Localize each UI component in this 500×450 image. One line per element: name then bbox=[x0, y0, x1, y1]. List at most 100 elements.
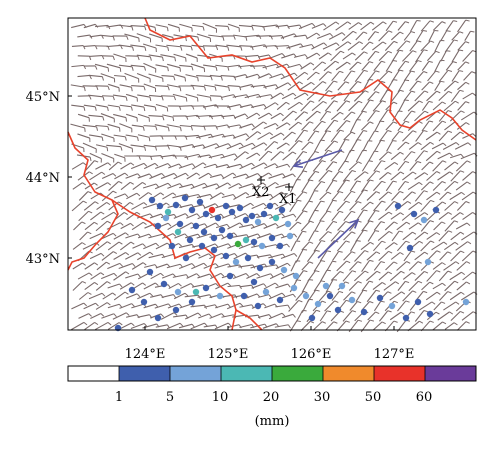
wind-barb-228 bbox=[434, 80, 445, 91]
wind-barb-685 bbox=[373, 221, 385, 231]
rain-station-11 bbox=[228, 208, 236, 216]
wind-barb-512 bbox=[282, 173, 296, 179]
wind-barb-290 bbox=[385, 101, 398, 111]
wind-barb-817 bbox=[373, 261, 385, 271]
wind-barb-400 bbox=[118, 143, 133, 153]
rain-station-76 bbox=[414, 298, 422, 306]
wind-barb-31 bbox=[445, 20, 458, 32]
wind-barb-975 bbox=[296, 309, 307, 322]
wind-barb-128 bbox=[426, 50, 440, 62]
rain-station-80 bbox=[420, 216, 428, 224]
wind-barb-762 bbox=[113, 251, 130, 261]
wind-barb-466 bbox=[120, 162, 135, 170]
wind-barb-881 bbox=[348, 281, 362, 291]
wind-barb-853 bbox=[414, 270, 429, 281]
colorbar-segment-5 bbox=[323, 366, 374, 381]
wind-barb-745 bbox=[301, 241, 314, 251]
wind-barb-571 bbox=[196, 193, 213, 199]
wind-barb-550 bbox=[336, 179, 350, 193]
wind-barb-319 bbox=[343, 111, 356, 121]
wind-barb-912 bbox=[331, 290, 344, 301]
wind-barb-284 bbox=[311, 100, 327, 112]
wind-barb-395 bbox=[462, 133, 477, 139]
wind-barb-63 bbox=[440, 30, 451, 42]
wind-barb-810 bbox=[290, 260, 301, 272]
wind-barb-662 bbox=[95, 220, 111, 232]
wind-barb-993 bbox=[107, 322, 123, 330]
wind-barb-720 bbox=[402, 231, 417, 241]
wind-barb-661 bbox=[84, 221, 98, 231]
wind-barb-59 bbox=[390, 31, 404, 41]
wind-barb-150 bbox=[287, 63, 303, 69]
wind-barb-264 bbox=[71, 104, 86, 111]
wind-barb-299 bbox=[100, 113, 115, 123]
wind-barb-74 bbox=[166, 44, 183, 51]
wind-barb-37 bbox=[124, 33, 140, 42]
wind-barb-411 bbox=[251, 142, 268, 150]
wind-barb-65 bbox=[464, 30, 475, 41]
border-south-tail bbox=[235, 309, 263, 331]
wind-barb-241 bbox=[196, 94, 212, 102]
wind-barb-460 bbox=[449, 153, 464, 159]
wind-barb-756 bbox=[431, 241, 448, 251]
wind-barb-882 bbox=[361, 280, 374, 292]
wind-barb-486 bbox=[361, 160, 373, 172]
rain-station-86 bbox=[226, 272, 234, 280]
wind-barb-11 bbox=[202, 22, 217, 33]
wind-barb-227 bbox=[421, 81, 434, 91]
wind-barb-809 bbox=[275, 262, 291, 270]
wind-barb-153 bbox=[323, 60, 340, 72]
wind-barb-195 bbox=[438, 69, 453, 83]
wind-barb-236 bbox=[137, 94, 152, 102]
wind-barb-206 bbox=[167, 84, 182, 92]
wind-barb-845 bbox=[319, 269, 331, 283]
wind-barb-391 bbox=[415, 130, 428, 142]
wind-barb-235 bbox=[125, 93, 138, 102]
wind-barb-91 bbox=[372, 41, 387, 51]
wind-barb-724 bbox=[450, 231, 465, 241]
wind-barb-586 bbox=[378, 191, 392, 201]
wind-barb-268 bbox=[119, 104, 133, 111]
lon-label-125: 125°E bbox=[208, 347, 249, 362]
wind-barb-554 bbox=[385, 180, 397, 192]
wind-barb-843 bbox=[295, 270, 308, 282]
rain-station-10 bbox=[222, 202, 230, 210]
wind-barb-71 bbox=[130, 44, 147, 51]
wind-barb-945 bbox=[324, 300, 339, 312]
wind-barb-712 bbox=[308, 230, 319, 242]
wind-barb-202 bbox=[119, 84, 133, 92]
wind-barb-115 bbox=[268, 52, 286, 60]
wind-barb-848 bbox=[354, 270, 369, 282]
wind-barb-796 bbox=[118, 263, 136, 269]
wind-barb-426 bbox=[431, 142, 447, 150]
wind-barb-188 bbox=[354, 69, 368, 82]
wind-barb-57 bbox=[367, 31, 379, 41]
wind-barb-502 bbox=[160, 172, 178, 180]
wind-barb-263 bbox=[462, 92, 476, 100]
wind-barb-344 bbox=[239, 123, 255, 129]
wind-barb-383 bbox=[319, 130, 331, 142]
wind-barb-989 bbox=[461, 311, 477, 321]
wind-barb-580 bbox=[308, 190, 319, 202]
rain-station-36 bbox=[232, 258, 240, 266]
wind-barb-293 bbox=[421, 100, 433, 111]
wind-barb-726 bbox=[72, 242, 86, 250]
wind-barb-764 bbox=[137, 251, 154, 261]
rain-station-58 bbox=[128, 286, 136, 294]
wind-barb-425 bbox=[420, 141, 434, 151]
wind-barb-797 bbox=[131, 262, 147, 270]
wind-barb-838 bbox=[232, 272, 250, 280]
wind-barb-974 bbox=[282, 313, 296, 319]
wind-barb-155 bbox=[349, 61, 362, 71]
rain-station-34 bbox=[210, 246, 218, 254]
wind-barb-166 bbox=[88, 74, 104, 81]
site-markers: X2 X1 bbox=[252, 176, 297, 207]
wind-barb-780 bbox=[331, 250, 343, 261]
wind-barb-129 bbox=[440, 50, 451, 62]
wind-barb-778 bbox=[306, 249, 320, 262]
wind-barb-819 bbox=[396, 261, 411, 271]
wind-barb-782 bbox=[354, 250, 369, 262]
rain-station-9 bbox=[214, 214, 222, 222]
wind-barb-173 bbox=[174, 74, 187, 82]
wind-barb-992 bbox=[94, 321, 112, 331]
